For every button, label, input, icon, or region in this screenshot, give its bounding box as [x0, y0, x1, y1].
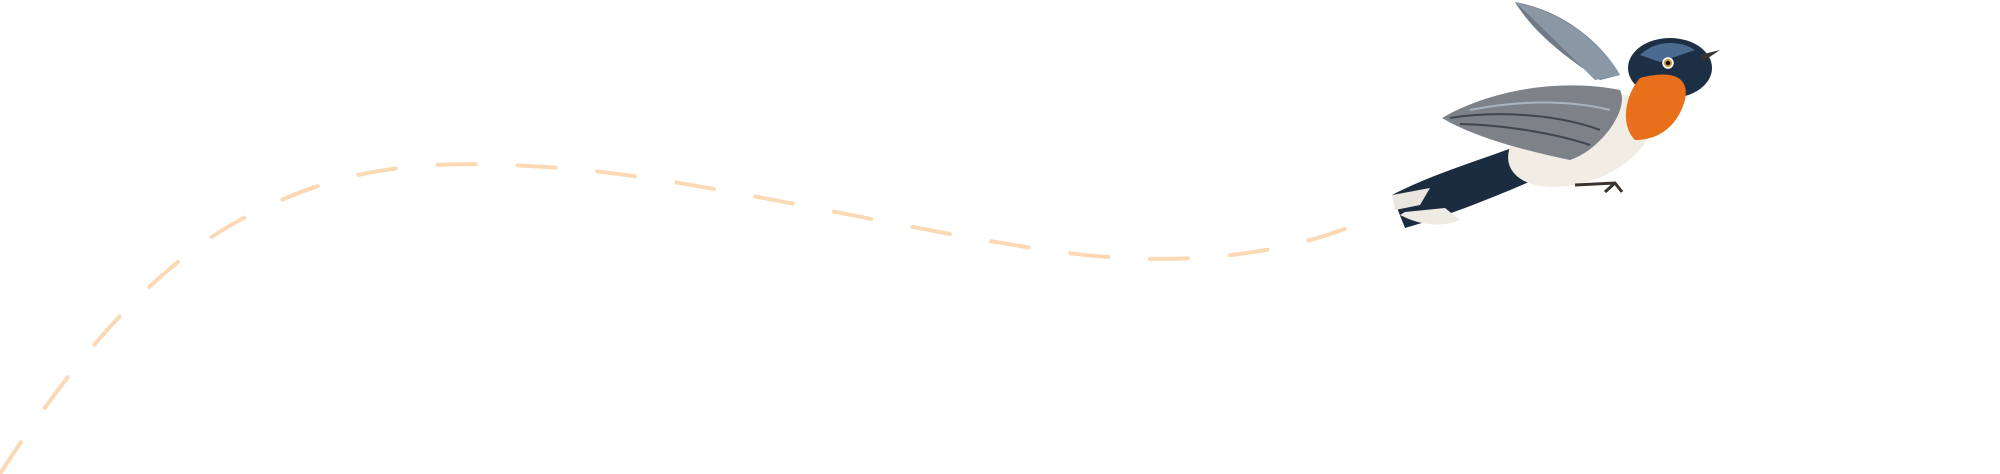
- dashed-flight-path: [0, 162, 1357, 474]
